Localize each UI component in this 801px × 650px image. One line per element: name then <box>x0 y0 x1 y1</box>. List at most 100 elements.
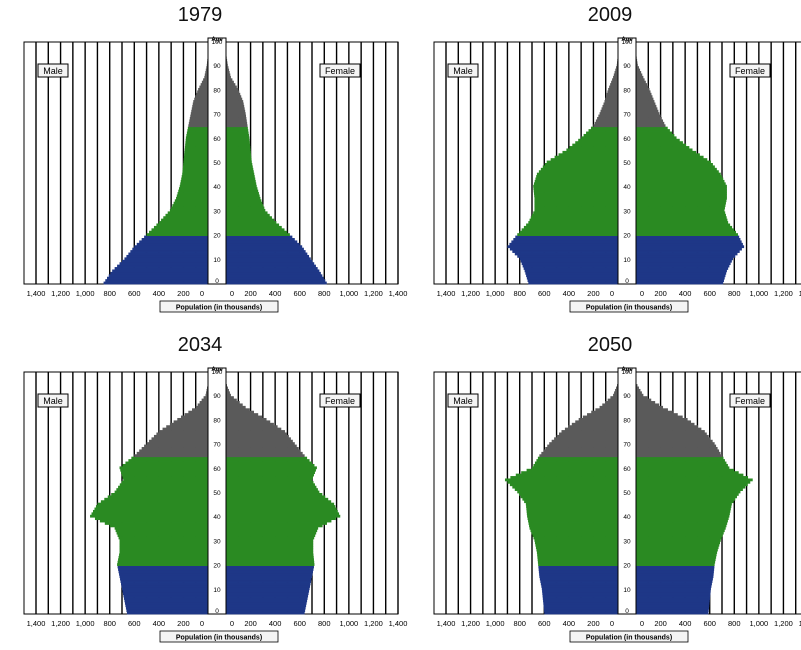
male-bar <box>595 408 618 411</box>
male-bar <box>532 214 618 217</box>
female-bar <box>226 595 308 598</box>
male-bar <box>128 253 208 256</box>
male-bar <box>154 435 208 438</box>
male-bar <box>517 233 618 236</box>
female-bar <box>636 178 723 181</box>
male-bar <box>185 144 208 147</box>
female-bar <box>636 604 709 607</box>
female-bar <box>226 86 237 89</box>
male-bar <box>510 248 618 251</box>
male-legend-label: Male <box>453 66 473 76</box>
male-bar <box>120 578 208 581</box>
female-bar <box>636 107 657 110</box>
female-bar <box>636 250 740 253</box>
male-bar <box>557 435 618 438</box>
male-bar <box>119 556 208 559</box>
female-bar <box>226 607 306 610</box>
male-bar <box>533 187 618 190</box>
male-bar <box>534 197 618 200</box>
age-tick-label: 100 <box>622 369 633 376</box>
female-bar <box>636 272 726 275</box>
x-tick-label: 400 <box>679 619 692 628</box>
female-bar <box>226 88 238 91</box>
male-bar <box>122 260 208 263</box>
x-tick-label: 800 <box>318 289 331 298</box>
male-bar <box>165 214 208 217</box>
female-bar <box>226 411 254 414</box>
male-bar <box>181 180 208 183</box>
male-bar <box>196 93 208 96</box>
female-bar <box>226 214 270 217</box>
female-legend-box: Female <box>320 394 360 407</box>
male-bar <box>608 88 618 91</box>
male-bar <box>172 204 208 207</box>
male-bar <box>105 522 208 525</box>
female-bar <box>226 481 313 484</box>
male-bar <box>120 549 208 552</box>
female-bar <box>636 240 742 243</box>
female-bar <box>226 604 306 607</box>
female-bar <box>636 546 719 549</box>
male-bar <box>611 81 618 84</box>
female-bar <box>636 265 729 268</box>
x-tick-label: 1,000 <box>486 289 505 298</box>
female-bar <box>636 556 716 559</box>
female-bar <box>226 153 251 156</box>
x-axis-title-label: Population (in thousands) <box>586 635 672 642</box>
female-bar <box>636 491 740 494</box>
male-bar <box>572 423 618 426</box>
male-bar <box>561 430 618 433</box>
male-bar <box>536 459 618 462</box>
female-bar <box>226 105 244 108</box>
female-bar <box>636 134 674 137</box>
male-bar <box>107 277 208 280</box>
age-tick-label: 40 <box>213 514 221 521</box>
female-bar <box>226 558 314 561</box>
x-tick-label: 1,000 <box>339 289 358 298</box>
female-bar <box>636 211 725 214</box>
x-axis-title: Population (in thousands) <box>160 631 278 642</box>
x-tick-label: 200 <box>587 619 600 628</box>
female-bar <box>226 115 246 118</box>
male-bar <box>602 403 618 406</box>
x-tick-label: 1,200 <box>51 289 70 298</box>
female-bar <box>226 122 247 125</box>
female-bar <box>226 464 314 467</box>
male-bar <box>181 416 208 419</box>
female-bar <box>636 93 651 96</box>
female-bar <box>636 236 739 239</box>
male-bar <box>104 498 208 501</box>
male-bar <box>149 231 208 234</box>
female-bar <box>636 78 645 81</box>
age-tick-label: 0 <box>625 608 629 615</box>
female-bar <box>226 454 305 457</box>
female-bar <box>636 510 730 513</box>
male-bar <box>181 178 208 181</box>
male-bar <box>568 425 618 428</box>
male-bar <box>522 262 618 265</box>
female-bar <box>226 129 248 132</box>
x-tick-label: 800 <box>318 619 331 628</box>
male-bar <box>595 122 618 125</box>
female-bar <box>226 585 310 588</box>
male-bar <box>519 231 618 234</box>
x-tick-label: 1,000 <box>339 619 358 628</box>
male-bar <box>131 457 208 460</box>
male-bar <box>542 590 618 593</box>
female-bar <box>636 428 701 431</box>
male-bar <box>527 515 618 518</box>
male-bar <box>602 107 618 110</box>
male-bar <box>202 399 208 402</box>
female-bar <box>226 90 239 93</box>
male-bar <box>510 483 618 486</box>
male-bar <box>202 81 208 84</box>
age-tick-label: 80 <box>623 87 631 94</box>
female-bar <box>226 163 252 166</box>
male-bar <box>542 587 618 590</box>
male-bar <box>198 88 208 91</box>
age-tick-label: 30 <box>623 208 631 215</box>
female-bar <box>226 178 255 181</box>
female-bar <box>636 69 640 72</box>
female-bar <box>636 161 711 164</box>
male-bar <box>120 541 208 544</box>
